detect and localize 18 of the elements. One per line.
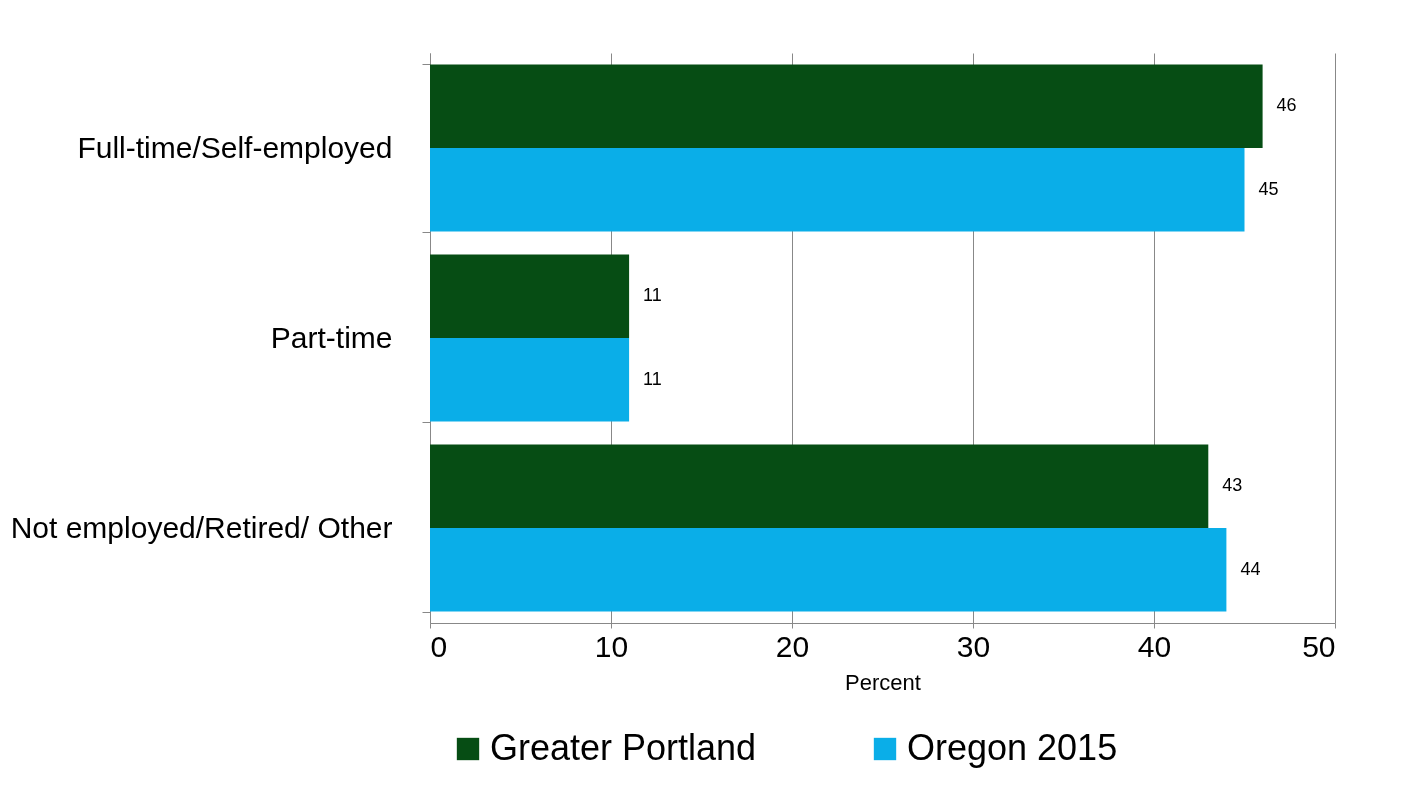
data-label: 44 — [1240, 558, 1261, 579]
data-label: 11 — [643, 368, 662, 389]
x-axis-title: Percent — [845, 669, 921, 695]
x-tick-label: 40 — [1137, 629, 1172, 663]
legend-label: Oregon 2015 — [907, 727, 1118, 768]
x-tick-label: 10 — [594, 629, 629, 663]
x-tick-label: 0 — [430, 629, 448, 663]
x-tick-label: 30 — [956, 629, 991, 663]
data-label: 45 — [1258, 178, 1279, 199]
data-label: 46 — [1276, 95, 1297, 116]
y-tick-label: Full-time/Self-employed — [77, 130, 393, 164]
legend-label: Greater Portland — [490, 727, 757, 768]
y-tick-label: Not employed/Retired/ Other — [10, 510, 393, 544]
x-tick-label: 50 — [1302, 629, 1336, 663]
y-tick-label: Part-time — [270, 320, 393, 354]
x-tick-label: 20 — [775, 629, 810, 663]
data-label: 11 — [643, 285, 662, 306]
data-label: 43 — [1222, 475, 1243, 496]
